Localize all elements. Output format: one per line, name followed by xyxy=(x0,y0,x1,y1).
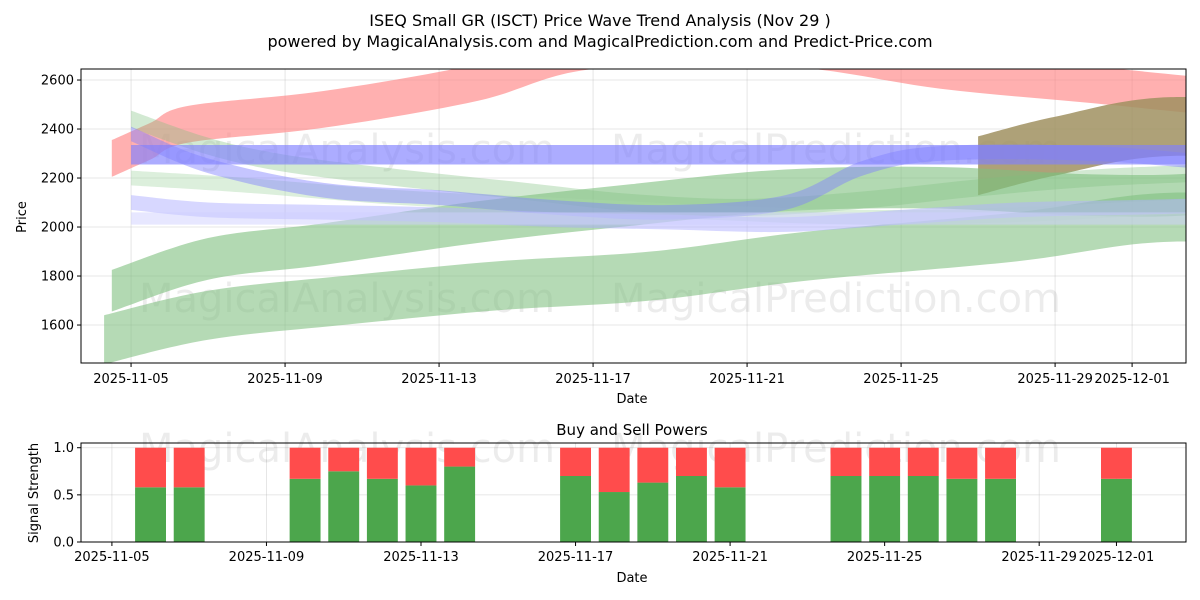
signal-x-tick-label: 2025-12-01 xyxy=(1079,550,1155,565)
sell-bar xyxy=(328,447,360,472)
signal-x-ticks: 2025-11-05 2025-11-09 2025-11-13 2025-11-17… xyxy=(74,542,1154,565)
sell-bar xyxy=(985,447,1016,479)
sell-bar xyxy=(907,447,939,476)
signal-x-tick-label: 2025-11-05 xyxy=(74,550,150,565)
price-y-ticks: 1600 1800 2000 2200 2400 2600 xyxy=(41,74,81,334)
signal-x-tick-label: 2025-11-21 xyxy=(692,550,768,565)
buy-bar xyxy=(1101,478,1132,542)
price-y-tick-label: 2000 xyxy=(41,221,74,236)
sell-bar xyxy=(869,447,901,476)
price-x-tick-label: 2025-11-21 xyxy=(709,372,785,387)
price-y-label: Price xyxy=(15,201,30,233)
signal-y-ticks: 0.0 0.5 1.0 xyxy=(53,441,81,551)
signal-y-tick-label: 0.5 xyxy=(53,488,74,503)
price-y-tick-label: 2600 xyxy=(41,74,74,89)
buy-bar xyxy=(676,476,707,542)
buy-bar xyxy=(444,466,476,542)
buy-bar xyxy=(135,487,166,542)
price-plot: MagicalAnalysis.comMagicalPrediction.com… xyxy=(15,68,1187,407)
sell-bar xyxy=(637,447,669,483)
signal-title: Buy and Sell Powers xyxy=(556,421,708,439)
price-x-tick-label: 2025-11-17 xyxy=(555,372,631,387)
price-x-tick-label: 2025-11-05 xyxy=(93,372,169,387)
buy-bar xyxy=(946,478,978,542)
sell-bar xyxy=(598,447,630,493)
signal-x-tick-label: 2025-11-09 xyxy=(229,550,305,565)
buy-bar xyxy=(598,492,630,542)
signal-x-tick-label: 2025-11-25 xyxy=(847,550,923,565)
price-x-tick-label: 2025-11-25 xyxy=(863,372,939,387)
green-wave-band xyxy=(131,110,1186,217)
price-bands xyxy=(104,69,1186,363)
signal-axes-frame xyxy=(80,442,1187,543)
sell-bar xyxy=(173,447,205,488)
price-x-tick-label: 2025-11-29 xyxy=(1017,372,1093,387)
buy-bar xyxy=(405,485,437,542)
signal-bars xyxy=(135,447,1132,542)
sell-bar xyxy=(676,447,707,476)
green-lower-band xyxy=(104,192,1186,363)
signal-y-tick-label: 1.0 xyxy=(53,441,74,456)
buy-bar xyxy=(289,478,321,542)
price-y-tick-label: 2400 xyxy=(41,123,74,138)
sell-bar xyxy=(289,447,321,479)
price-x-ticks: 2025-11-05 2025-11-09 2025-11-13 2025-11-17… xyxy=(93,363,1170,387)
signal-x-tick-label: 2025-11-13 xyxy=(383,550,459,565)
signal-x-tick-label: 2025-11-29 xyxy=(1001,550,1077,565)
sell-bar xyxy=(830,447,862,476)
chart-title-line2: powered by MagicalAnalysis.com and Magic… xyxy=(267,32,932,51)
price-x-tick-label: 2025-11-13 xyxy=(401,372,477,387)
signal-y-tick-label: 0.0 xyxy=(53,536,74,551)
sell-bar xyxy=(714,447,746,488)
signal-plot: Buy and Sell Powers MagicalAnalysis.comM… xyxy=(27,421,1187,586)
price-y-tick-label: 2200 xyxy=(41,172,74,187)
price-x-tick-label: 2025-12-01 xyxy=(1094,372,1170,387)
buy-bar xyxy=(714,487,746,542)
sell-bar xyxy=(946,447,978,479)
pale-blue-rect-band xyxy=(131,212,1186,225)
buy-bar xyxy=(869,476,901,542)
buy-bar xyxy=(366,478,398,542)
signal-x-label: Date xyxy=(616,571,647,586)
buy-bar xyxy=(830,476,862,542)
green-mid-band xyxy=(111,166,1186,312)
sell-bar xyxy=(135,447,166,488)
blue-rect-band xyxy=(131,144,1186,165)
sell-bar xyxy=(444,447,476,467)
price-x-label: Date xyxy=(616,392,647,407)
buy-bar xyxy=(637,482,669,542)
signal-y-label: Signal Strength xyxy=(27,443,42,543)
sell-bar xyxy=(405,447,437,486)
buy-bar xyxy=(173,487,205,542)
price-y-tick-label: 1600 xyxy=(41,319,74,334)
buy-bar xyxy=(560,476,591,542)
price-x-tick-label: 2025-11-09 xyxy=(247,372,323,387)
sell-bar xyxy=(366,447,398,479)
buy-bar xyxy=(985,478,1016,542)
sell-bar xyxy=(1101,447,1132,479)
price-axes-frame xyxy=(80,68,1187,364)
signal-x-tick-label: 2025-11-17 xyxy=(538,550,614,565)
sell-bar xyxy=(560,447,591,476)
chart-title-line1: ISEQ Small GR (ISCT) Price Wave Trend An… xyxy=(369,11,830,30)
buy-bar xyxy=(328,471,360,542)
buy-bar xyxy=(907,476,939,542)
price-y-tick-label: 1800 xyxy=(41,270,74,285)
red-upper-band xyxy=(111,69,1186,177)
